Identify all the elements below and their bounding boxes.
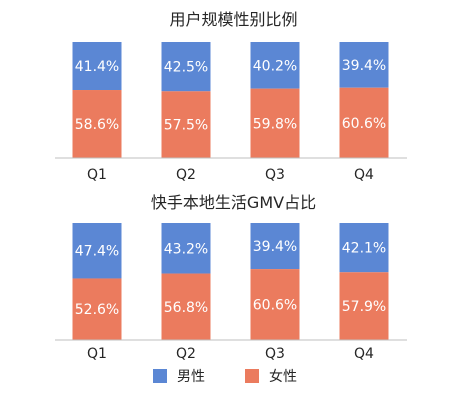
bar-female-q3 (250, 269, 300, 340)
x-tick-label-q4: Q4 (354, 167, 374, 183)
bar-male-q2 (161, 42, 211, 92)
bar-female-q4 (339, 272, 389, 340)
legend-label-female: 女性 (269, 368, 297, 385)
bar-female-q4 (339, 87, 389, 158)
legend-swatch-female (245, 369, 259, 383)
data-label-female-q4: 60.6% (342, 116, 386, 132)
data-label-male-q1: 41.4% (75, 59, 119, 75)
x-tick-label-q3: Q3 (265, 167, 285, 183)
data-label-female-q2: 56.8% (164, 300, 208, 316)
x-tick-label-q2: Q2 (176, 167, 196, 183)
data-label-female-q4: 57.9% (342, 299, 386, 315)
chart-title: 用户规模性别比例 (169, 10, 297, 29)
data-label-male-q4: 42.1% (342, 241, 386, 257)
bar-male-q1 (72, 223, 122, 279)
data-label-male-q2: 42.5% (164, 60, 208, 76)
x-tick-label-q1: Q1 (87, 346, 107, 362)
bar-female-q2 (161, 273, 211, 340)
chart-title: 快手本地生活GMV占比 (151, 193, 316, 212)
data-label-female-q1: 58.6% (75, 117, 119, 133)
x-tick-label-q1: Q1 (87, 167, 107, 183)
data-label-female-q3: 59.8% (253, 116, 297, 132)
bar-male-q2 (161, 223, 211, 274)
data-label-female-q2: 57.5% (164, 118, 208, 134)
bar-female-q1 (72, 278, 122, 340)
x-tick-label-q4: Q4 (354, 346, 374, 362)
bar-female-q3 (250, 88, 300, 158)
bar-male-q3 (250, 42, 300, 89)
bar-male-q3 (250, 223, 300, 270)
bar-female-q2 (161, 91, 211, 158)
bar-male-q1 (72, 42, 122, 91)
bar-male-q4 (339, 223, 389, 273)
data-label-male-q4: 39.4% (342, 58, 386, 74)
x-tick-label-q3: Q3 (265, 346, 285, 362)
data-label-female-q1: 52.6% (75, 302, 119, 318)
data-label-male-q2: 43.2% (164, 241, 208, 257)
bar-male-q4 (339, 42, 389, 88)
data-label-female-q3: 60.6% (253, 298, 297, 314)
data-label-male-q1: 47.4% (75, 244, 119, 260)
data-label-male-q3: 39.4% (253, 239, 297, 255)
legend-label-male: 男性 (177, 369, 205, 385)
x-tick-label-q2: Q2 (176, 346, 196, 362)
bar-female-q1 (72, 90, 122, 158)
legend-swatch-male (153, 369, 167, 383)
data-label-male-q3: 40.2% (253, 58, 297, 74)
